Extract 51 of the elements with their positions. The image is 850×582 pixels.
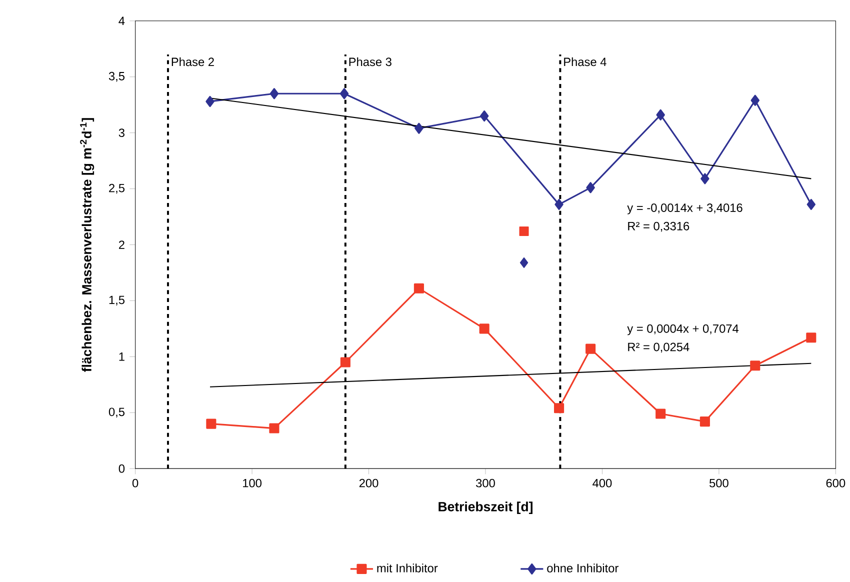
annotation: R² = 0,3316 xyxy=(628,222,690,232)
point xyxy=(340,88,349,100)
point xyxy=(554,198,564,210)
point xyxy=(750,94,760,106)
point xyxy=(806,332,816,343)
point xyxy=(519,226,529,236)
ref-line-label: Phase 2 xyxy=(172,57,214,66)
point xyxy=(700,173,710,184)
point xyxy=(656,408,666,419)
annotation: y = -0,0014x + 3,4016 xyxy=(627,204,742,214)
y-axis-title: flächenbez. Massenverlustrate [g m$^{-2}$d$^{-1}$] xyxy=(80,118,94,372)
x-axis-title: Betriebszeit [d] xyxy=(438,502,532,514)
x-tick-label: 300 xyxy=(476,478,495,488)
point xyxy=(700,416,710,427)
ref-line-label: Phase 4 xyxy=(564,57,606,66)
ref-line-label: Phase 3 xyxy=(349,57,392,66)
point xyxy=(270,88,279,100)
y-tick-label: 0,5 xyxy=(108,408,124,418)
point xyxy=(206,418,216,429)
point xyxy=(656,109,665,120)
y-tick-label: 3 xyxy=(118,128,124,138)
point xyxy=(520,257,528,268)
point xyxy=(554,403,564,414)
annotation: y = 0,0004x + 0,7074 xyxy=(627,324,739,336)
y-tick-label: 3,5 xyxy=(108,72,124,82)
point xyxy=(414,283,424,294)
y-tick-label: 2 xyxy=(118,240,124,249)
y-tick-label: 1 xyxy=(119,352,124,361)
point xyxy=(480,110,489,122)
x-tick-label: 500 xyxy=(710,478,728,488)
x-tick-label: 0 xyxy=(132,478,138,488)
point xyxy=(414,122,424,134)
legend-label: ohne Inhibitor xyxy=(547,564,618,572)
legend-label: mit Inhibitor xyxy=(377,564,438,572)
y-tick-label: 0 xyxy=(118,464,125,473)
annotation: R² = 0,0254 xyxy=(628,342,690,353)
x-tick-label: 200 xyxy=(359,478,378,488)
y-tick-label: 4 xyxy=(118,16,125,25)
point xyxy=(206,96,214,108)
y-tick-label: 2,5 xyxy=(109,184,124,194)
point xyxy=(586,182,595,194)
x-tick-label: 100 xyxy=(243,478,262,488)
point xyxy=(269,423,280,434)
x-tick-label: 400 xyxy=(592,478,612,488)
x-tick-label: 600 xyxy=(826,478,846,488)
point xyxy=(750,360,760,371)
y-tick-label: 1,5 xyxy=(109,296,124,306)
point xyxy=(479,324,490,334)
point xyxy=(340,357,350,368)
point xyxy=(586,344,596,354)
point xyxy=(806,198,816,210)
